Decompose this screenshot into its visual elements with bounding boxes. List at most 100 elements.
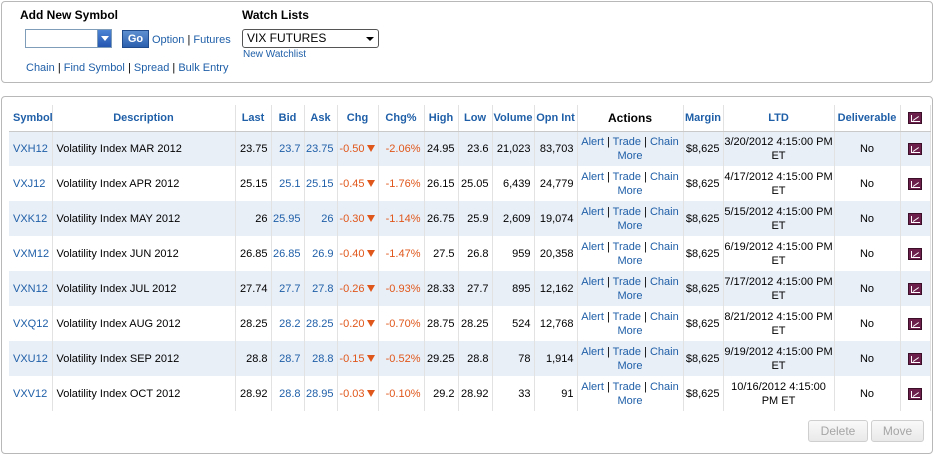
col-header-last[interactable]: Last xyxy=(235,105,272,132)
alert-link[interactable]: Alert xyxy=(581,205,604,218)
col-header-high[interactable]: High xyxy=(424,105,459,132)
row-symbol[interactable]: VXV12 xyxy=(9,376,53,411)
row-ask[interactable]: 28.25 xyxy=(304,306,338,341)
trade-link[interactable]: Trade xyxy=(612,135,641,148)
col-header-ask[interactable]: Ask xyxy=(304,105,338,132)
move-button[interactable]: Move xyxy=(871,420,924,442)
more-link[interactable]: More xyxy=(617,289,643,302)
row-chart[interactable] xyxy=(900,271,931,306)
row-bid[interactable]: 25.1 xyxy=(271,166,305,201)
chart-icon[interactable] xyxy=(908,111,922,124)
row-symbol[interactable]: VXN12 xyxy=(9,271,53,306)
row-chart[interactable] xyxy=(900,166,931,201)
row-bid[interactable]: 28.8 xyxy=(271,376,305,411)
more-link[interactable]: More xyxy=(617,149,643,162)
row-ask[interactable]: 26.9 xyxy=(304,236,338,271)
row-symbol[interactable]: VXH12 xyxy=(9,131,53,166)
chain-link[interactable]: Chain xyxy=(26,62,55,74)
trade-link[interactable]: Trade xyxy=(612,310,641,323)
chart-icon[interactable] xyxy=(908,352,922,365)
col-header-symbol[interactable]: Symbol xyxy=(9,105,53,132)
row-ask[interactable]: 25.15 xyxy=(304,166,338,201)
chart-icon[interactable] xyxy=(908,317,922,330)
symbol-input[interactable] xyxy=(25,29,112,48)
alert-link[interactable]: Alert xyxy=(581,275,604,288)
alert-link[interactable]: Alert xyxy=(581,380,604,393)
row-chart[interactable] xyxy=(900,236,931,271)
col-header-deliverable[interactable]: Deliverable xyxy=(834,105,901,132)
col-header-chg[interactable]: Chg xyxy=(337,105,379,132)
chart-icon[interactable] xyxy=(908,282,922,295)
col-header-bid[interactable]: Bid xyxy=(271,105,305,132)
chart-icon[interactable] xyxy=(908,142,922,155)
row-chart[interactable] xyxy=(900,131,931,166)
col-header-opn-int[interactable]: Opn Int xyxy=(534,105,578,132)
row-bid[interactable]: 26.85 xyxy=(271,236,305,271)
col-header-low[interactable]: Low xyxy=(458,105,493,132)
row-bid[interactable]: 28.7 xyxy=(271,341,305,376)
row-chart[interactable] xyxy=(900,306,931,341)
chain-link[interactable]: Chain xyxy=(649,380,679,393)
row-bid[interactable]: 28.2 xyxy=(271,306,305,341)
chain-link[interactable]: Chain xyxy=(649,275,679,288)
col-header-volume[interactable]: Volume xyxy=(492,105,535,132)
row-symbol[interactable]: VXJ12 xyxy=(9,166,53,201)
chart-icon[interactable] xyxy=(908,177,922,190)
chart-icon[interactable] xyxy=(908,387,922,400)
alert-link[interactable]: Alert xyxy=(581,240,604,253)
row-ask[interactable]: 23.75 xyxy=(304,131,338,166)
row-bid[interactable]: 27.7 xyxy=(271,271,305,306)
more-link[interactable]: More xyxy=(617,324,643,337)
chart-icon[interactable] xyxy=(908,247,922,260)
more-link[interactable]: More xyxy=(617,219,643,232)
row-symbol[interactable]: VXM12 xyxy=(9,236,53,271)
trade-link[interactable]: Trade xyxy=(612,380,641,393)
delete-button[interactable]: Delete xyxy=(808,420,868,442)
col-header-chart[interactable] xyxy=(900,105,931,132)
row-bid[interactable]: 25.95 xyxy=(271,201,305,236)
col-header-margin[interactable]: Margin xyxy=(683,105,724,132)
find-symbol-link[interactable]: Find Symbol xyxy=(63,62,125,74)
alert-link[interactable]: Alert xyxy=(581,135,604,148)
chart-icon[interactable] xyxy=(908,212,922,225)
row-ask[interactable]: 26 xyxy=(304,201,338,236)
trade-link[interactable]: Trade xyxy=(612,170,641,183)
row-chart[interactable] xyxy=(900,376,931,411)
chain-link[interactable]: Chain xyxy=(649,345,679,358)
trade-link[interactable]: Trade xyxy=(612,345,641,358)
watchlist-select[interactable]: VIX FUTURES xyxy=(242,29,379,48)
col-header-ltd[interactable]: LTD xyxy=(723,105,835,132)
new-watchlist-link[interactable]: New Watchlist xyxy=(243,49,306,60)
chain-link[interactable]: Chain xyxy=(649,170,679,183)
row-symbol[interactable]: VXQ12 xyxy=(9,306,53,341)
chevron-down-icon[interactable] xyxy=(366,37,374,41)
row-ask[interactable]: 27.8 xyxy=(304,271,338,306)
more-link[interactable]: More xyxy=(617,394,643,407)
trade-link[interactable]: Trade xyxy=(612,275,641,288)
chain-link[interactable]: Chain xyxy=(649,310,679,323)
row-ask[interactable]: 28.8 xyxy=(304,341,338,376)
chain-link[interactable]: Chain xyxy=(649,240,679,253)
more-link[interactable]: More xyxy=(617,254,643,267)
more-link[interactable]: More xyxy=(617,359,643,372)
futures-link[interactable]: Futures xyxy=(193,34,231,46)
row-chart[interactable] xyxy=(900,201,931,236)
col-header-chg-pct[interactable]: Chg% xyxy=(378,105,425,132)
row-symbol[interactable]: VXK12 xyxy=(9,201,53,236)
row-symbol[interactable]: VXU12 xyxy=(9,341,53,376)
alert-link[interactable]: Alert xyxy=(581,310,604,323)
chevron-down-icon[interactable] xyxy=(97,30,111,47)
go-button[interactable]: Go xyxy=(122,30,149,48)
trade-link[interactable]: Trade xyxy=(612,205,641,218)
row-bid[interactable]: 23.7 xyxy=(271,131,305,166)
trade-link[interactable]: Trade xyxy=(612,240,641,253)
row-chart[interactable] xyxy=(900,341,931,376)
more-link[interactable]: More xyxy=(617,184,643,197)
row-ask[interactable]: 28.95 xyxy=(304,376,338,411)
chain-link[interactable]: Chain xyxy=(649,135,679,148)
alert-link[interactable]: Alert xyxy=(581,345,604,358)
bulk-entry-link[interactable]: Bulk Entry xyxy=(178,62,229,74)
chain-link[interactable]: Chain xyxy=(649,205,679,218)
option-link[interactable]: Option xyxy=(152,34,185,46)
col-header-description[interactable]: Description xyxy=(52,105,236,132)
